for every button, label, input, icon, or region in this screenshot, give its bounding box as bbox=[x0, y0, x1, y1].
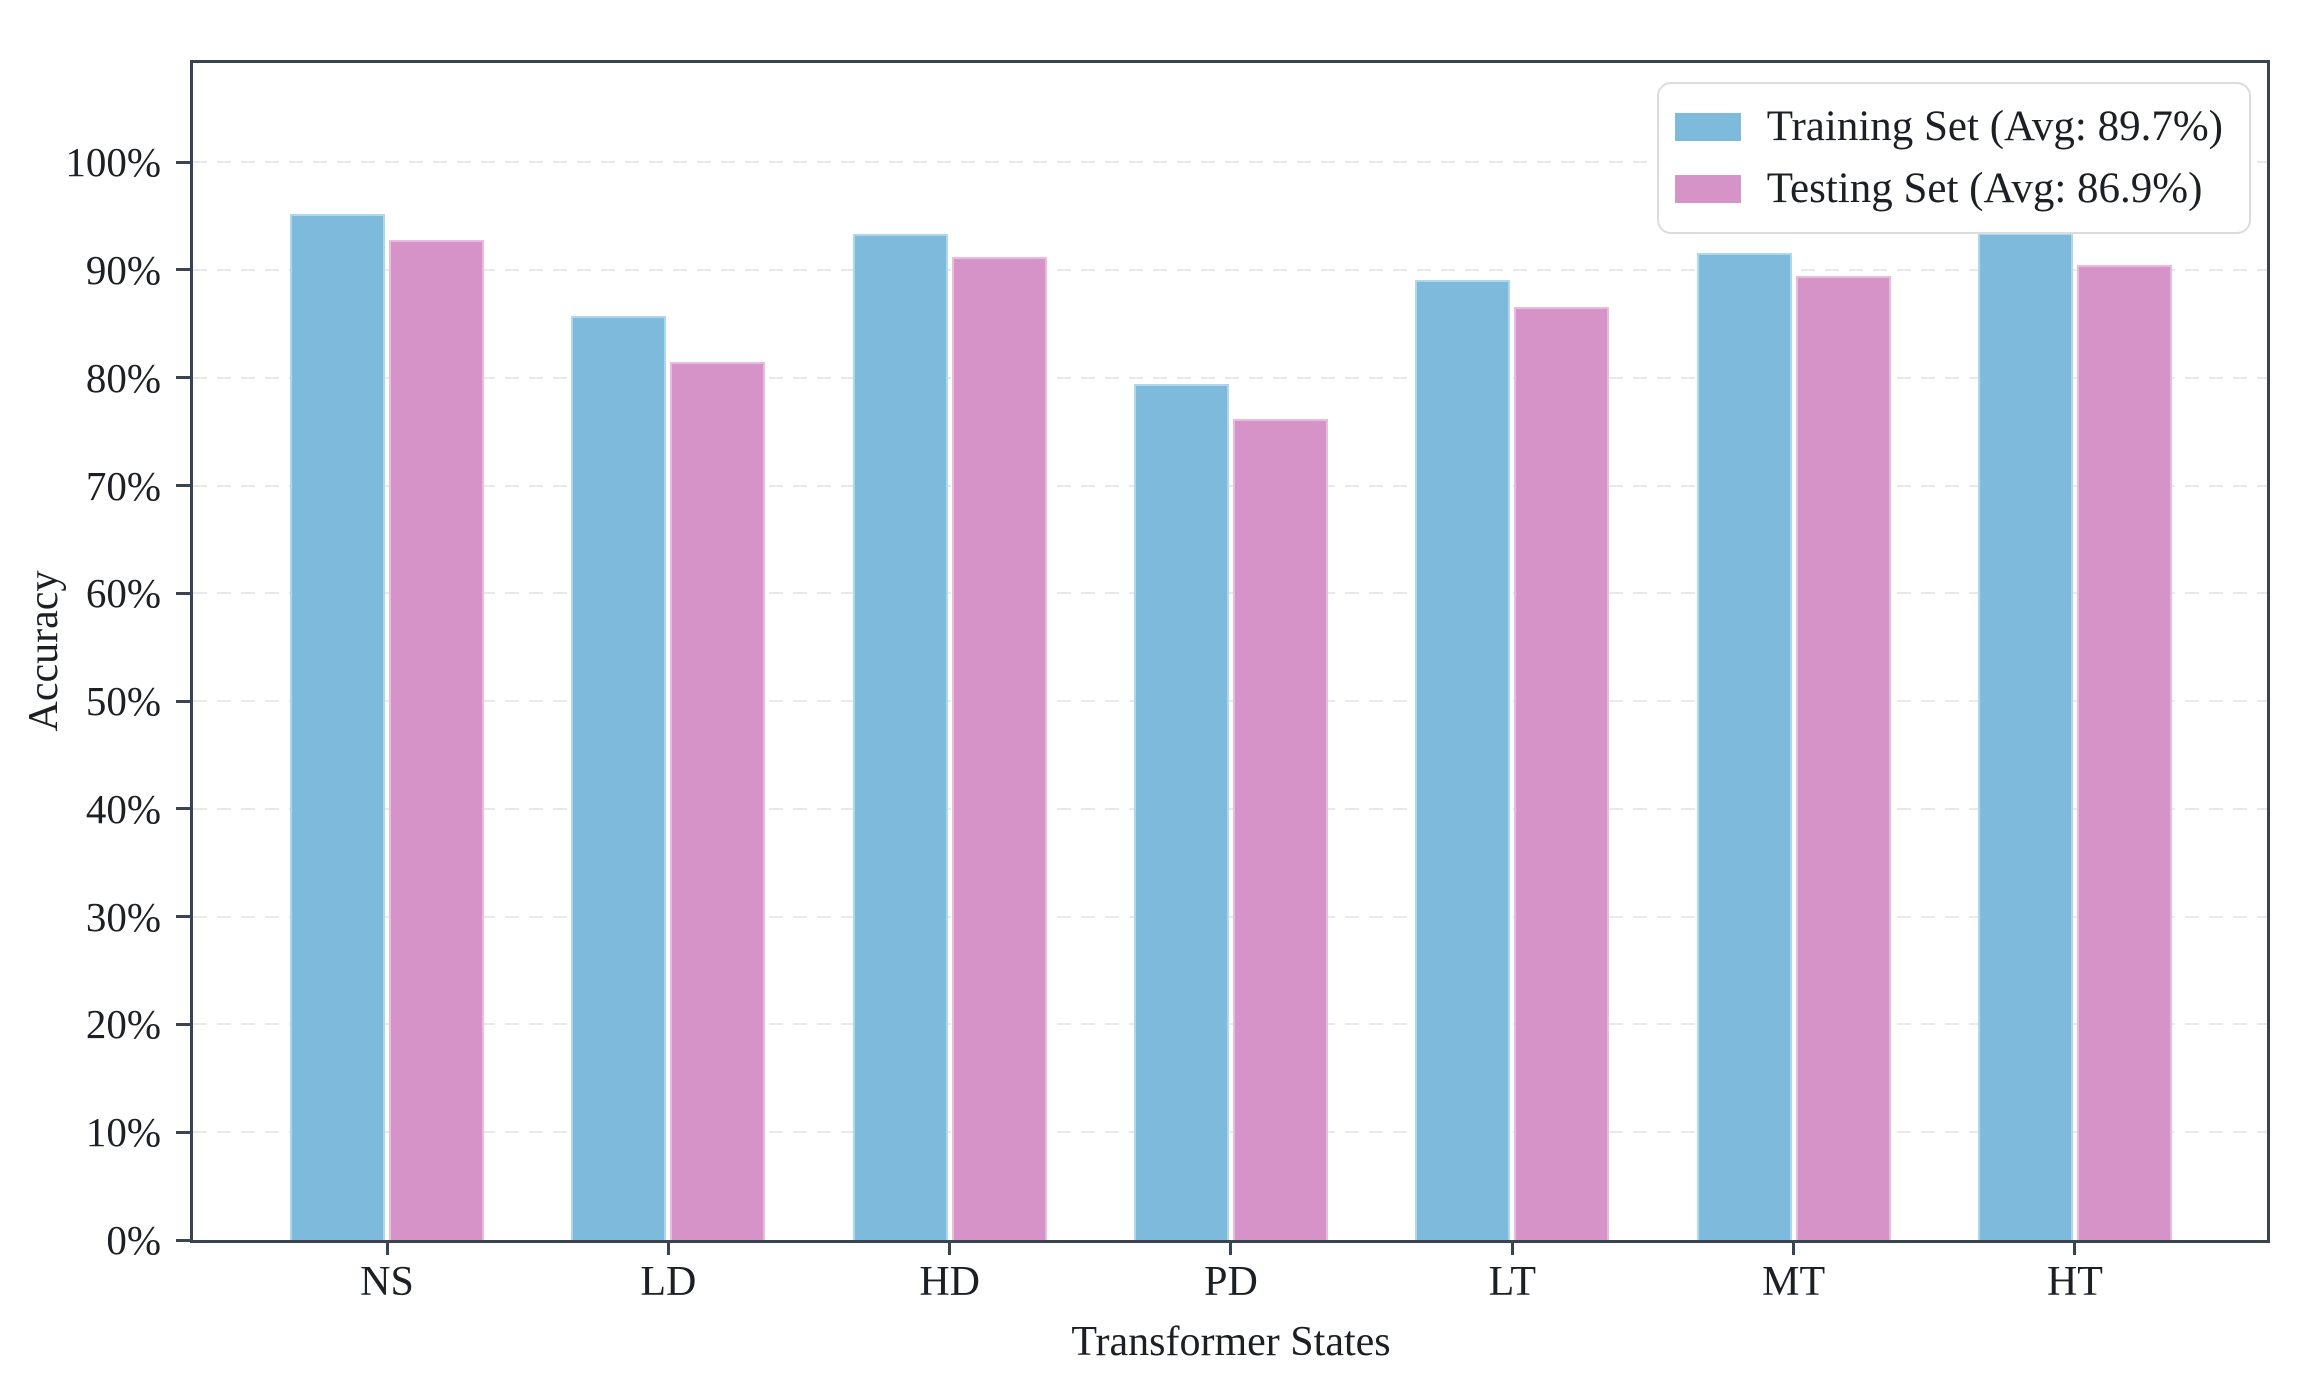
y-tick-mark bbox=[176, 1022, 190, 1026]
x-axis-label: Transformer States bbox=[1071, 1319, 1391, 1365]
x-tick-mark bbox=[1229, 1240, 1233, 1255]
bar-training-PD bbox=[1133, 384, 1229, 1240]
plot-area: 0% 10% 20% 30% 40% 50% 60% 70% 80% 90% 100% NS LD HD P… bbox=[65, 60, 2270, 1305]
bar-testing-HD bbox=[951, 257, 1047, 1240]
y-tick-mark bbox=[176, 699, 190, 703]
grid-line bbox=[193, 700, 2267, 703]
bar-testing-NS bbox=[389, 239, 484, 1240]
legend-swatch-testing-set bbox=[1674, 175, 1741, 203]
y-tick-label: 50% bbox=[85, 678, 161, 725]
bar-testing-PD bbox=[1232, 418, 1328, 1240]
legend-row-testing-set: Testing Set (Avg: 86.9%) bbox=[1674, 162, 2223, 216]
y-tick-mark bbox=[176, 915, 190, 919]
y-tick-label: 80% bbox=[85, 354, 161, 401]
x-tick-label-LT: LT bbox=[1488, 1259, 1537, 1305]
y-tick-label: 20% bbox=[85, 1001, 161, 1048]
y-tick-label: 100% bbox=[65, 139, 161, 186]
y-tick-label: 40% bbox=[85, 785, 161, 832]
x-tick-label-HD: HD bbox=[919, 1259, 980, 1305]
x-tick-mark bbox=[948, 1240, 952, 1255]
y-tick-mark bbox=[176, 1130, 190, 1134]
y-tick-label: 0% bbox=[106, 1217, 161, 1263]
bar-training-HD bbox=[852, 234, 948, 1240]
x-tick-label-MT: MT bbox=[1762, 1259, 1826, 1305]
legend-swatch-training-set bbox=[1674, 113, 1741, 141]
y-tick-mark bbox=[176, 1238, 190, 1242]
legend-row-training-set: Training Set (Avg: 89.7%) bbox=[1674, 100, 2223, 154]
x-tick-label-NS: NS bbox=[360, 1259, 414, 1305]
x-tick-label-LD: LD bbox=[640, 1259, 697, 1305]
grid-line bbox=[193, 592, 2267, 595]
bar-training-MT bbox=[1696, 252, 1792, 1240]
bar-training-NS bbox=[290, 213, 385, 1240]
grid-line bbox=[193, 807, 2267, 810]
x-tick-mark bbox=[1792, 1240, 1796, 1255]
grid-line bbox=[193, 268, 2267, 271]
legend-label: Testing Set (Avg: 86.9%) bbox=[1766, 165, 2203, 212]
x-tick-mark bbox=[1510, 1240, 1514, 1255]
grid-line bbox=[193, 161, 2267, 164]
y-tick-label: 90% bbox=[85, 246, 161, 293]
x-tick-mark bbox=[666, 1240, 670, 1255]
legend: Training Set (Avg: 89.7%) Testing Set (Av… bbox=[1656, 82, 2251, 234]
x-tick-label-HT: HT bbox=[2046, 1259, 2103, 1305]
y-tick-mark bbox=[176, 268, 190, 272]
legend-label: Training Set (Avg: 89.7%) bbox=[1766, 103, 2223, 150]
y-tick-label: 30% bbox=[85, 893, 161, 940]
y-tick-mark bbox=[176, 591, 190, 595]
bar-training-HT bbox=[1977, 233, 2073, 1240]
grid-line bbox=[193, 1023, 2267, 1026]
grid-line bbox=[193, 376, 2267, 379]
bar-training-LD bbox=[571, 316, 667, 1240]
x-tick-mark bbox=[2073, 1240, 2077, 1255]
grid-line bbox=[193, 484, 2267, 487]
bar-testing-HT bbox=[2076, 264, 2172, 1240]
bar-testing-MT bbox=[1795, 276, 1891, 1240]
x-tick-mark bbox=[385, 1240, 389, 1255]
y-tick-mark bbox=[176, 376, 190, 380]
x-tick-label-PD: PD bbox=[1204, 1259, 1258, 1305]
y-tick-label: 10% bbox=[85, 1109, 161, 1156]
y-tick-mark bbox=[176, 160, 190, 164]
bar-training-LT bbox=[1415, 279, 1511, 1240]
y-tick-mark bbox=[176, 807, 190, 811]
bar-testing-LD bbox=[670, 361, 766, 1240]
grid-line bbox=[193, 915, 2267, 918]
y-tick-mark bbox=[176, 484, 190, 487]
bar-testing-LT bbox=[1514, 306, 1610, 1240]
y-tick-label: 60% bbox=[85, 570, 161, 617]
y-tick-label: 70% bbox=[85, 462, 161, 509]
grid-line bbox=[193, 1131, 2267, 1134]
